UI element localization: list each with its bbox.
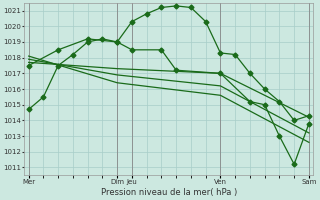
X-axis label: Pression niveau de la mer( hPa ): Pression niveau de la mer( hPa ) xyxy=(101,188,237,197)
